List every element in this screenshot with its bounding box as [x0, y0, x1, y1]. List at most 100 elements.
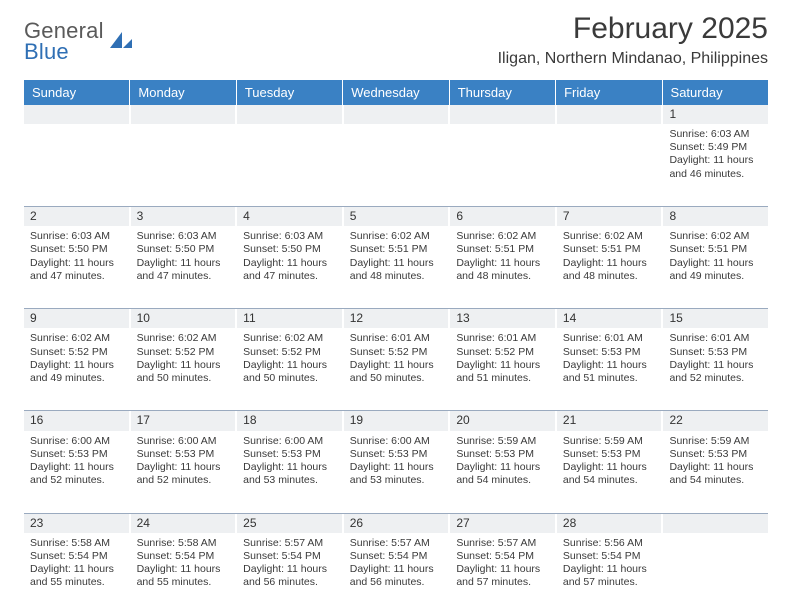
day-body-cell: Sunrise: 6:02 AMSunset: 5:52 PMDaylight:… [24, 328, 131, 410]
daylight-line-2: and 48 minutes. [456, 270, 549, 283]
day-number: 11 [243, 311, 255, 325]
week-number-row: 16171819202122 [24, 410, 768, 430]
day-number-cell: 19 [344, 411, 451, 430]
sunset-line: Sunset: 5:53 PM [137, 448, 230, 461]
sunrise-line: Sunrise: 6:02 AM [243, 332, 336, 345]
day-body-cell: Sunrise: 6:03 AMSunset: 5:50 PMDaylight:… [237, 226, 344, 308]
week-body-row: Sunrise: 5:58 AMSunset: 5:54 PMDaylight:… [24, 533, 768, 615]
daylight-line-1: Daylight: 11 hours [350, 359, 443, 372]
day-number-cell: 5 [344, 207, 451, 226]
week-number-row: 9101112131415 [24, 308, 768, 328]
day-number: 5 [350, 209, 357, 223]
day-number: 14 [563, 311, 576, 325]
day-number-cell [663, 514, 768, 533]
daylight-line-1: Daylight: 11 hours [30, 563, 123, 576]
day-body-cell: Sunrise: 6:02 AMSunset: 5:51 PMDaylight:… [344, 226, 451, 308]
day-number: 27 [456, 516, 469, 530]
sunrise-line: Sunrise: 6:02 AM [669, 230, 762, 243]
day-number-cell: 13 [450, 309, 557, 328]
dow-monday: Monday [130, 80, 236, 105]
daylight-line-2: and 51 minutes. [563, 372, 656, 385]
daylight-line-2: and 50 minutes. [350, 372, 443, 385]
daylight-line-2: and 55 minutes. [30, 576, 123, 589]
daylight-line-1: Daylight: 11 hours [350, 461, 443, 474]
day-body-cell: Sunrise: 6:00 AMSunset: 5:53 PMDaylight:… [24, 431, 131, 513]
daylight-line-2: and 57 minutes. [456, 576, 549, 589]
sunset-line: Sunset: 5:50 PM [30, 243, 123, 256]
day-body-cell: Sunrise: 5:58 AMSunset: 5:54 PMDaylight:… [131, 533, 238, 615]
daylight-line-2: and 53 minutes. [350, 474, 443, 487]
daylight-line-1: Daylight: 11 hours [669, 154, 762, 167]
sunset-line: Sunset: 5:54 PM [137, 550, 230, 563]
day-number: 26 [350, 516, 363, 530]
daylight-line-2: and 50 minutes. [137, 372, 230, 385]
daylight-line-1: Daylight: 11 hours [456, 257, 549, 270]
daylight-line-2: and 48 minutes. [350, 270, 443, 283]
daylight-line-1: Daylight: 11 hours [669, 257, 762, 270]
day-number: 3 [137, 209, 144, 223]
day-number-cell [557, 105, 664, 124]
daylight-line-1: Daylight: 11 hours [669, 359, 762, 372]
sunset-line: Sunset: 5:49 PM [669, 141, 762, 154]
sunset-line: Sunset: 5:53 PM [563, 448, 656, 461]
weeks-container: 1Sunrise: 6:03 AMSunset: 5:49 PMDaylight… [24, 105, 768, 615]
day-body-cell: Sunrise: 5:59 AMSunset: 5:53 PMDaylight:… [557, 431, 664, 513]
daylight-line-2: and 52 minutes. [137, 474, 230, 487]
day-number-cell: 15 [663, 309, 768, 328]
day-number-cell: 3 [131, 207, 238, 226]
day-number-cell: 22 [663, 411, 768, 430]
dow-saturday: Saturday [663, 80, 768, 105]
sunrise-line: Sunrise: 6:02 AM [456, 230, 549, 243]
day-body-cell: Sunrise: 5:57 AMSunset: 5:54 PMDaylight:… [344, 533, 451, 615]
day-number-cell: 11 [237, 309, 344, 328]
day-number-cell: 26 [344, 514, 451, 533]
day-body-cell: Sunrise: 6:01 AMSunset: 5:52 PMDaylight:… [450, 328, 557, 410]
day-number-cell: 24 [131, 514, 238, 533]
sunset-line: Sunset: 5:53 PM [669, 448, 762, 461]
daylight-line-1: Daylight: 11 hours [137, 461, 230, 474]
sunrise-line: Sunrise: 6:00 AM [30, 435, 123, 448]
week-number-row: 232425262728 [24, 513, 768, 533]
daylight-line-1: Daylight: 11 hours [137, 359, 230, 372]
daylight-line-1: Daylight: 11 hours [243, 359, 336, 372]
sunrise-line: Sunrise: 5:59 AM [456, 435, 549, 448]
day-number-cell [24, 105, 131, 124]
sunset-line: Sunset: 5:54 PM [30, 550, 123, 563]
sunset-line: Sunset: 5:51 PM [669, 243, 762, 256]
day-number-cell: 7 [557, 207, 664, 226]
sunrise-line: Sunrise: 6:01 AM [350, 332, 443, 345]
day-number: 13 [456, 311, 469, 325]
sunrise-line: Sunrise: 5:59 AM [669, 435, 762, 448]
sunrise-line: Sunrise: 6:01 AM [456, 332, 549, 345]
daylight-line-2: and 54 minutes. [669, 474, 762, 487]
day-number-cell: 2 [24, 207, 131, 226]
sunrise-line: Sunrise: 6:00 AM [243, 435, 336, 448]
dow-tuesday: Tuesday [237, 80, 343, 105]
sunrise-line: Sunrise: 5:59 AM [563, 435, 656, 448]
daylight-line-1: Daylight: 11 hours [350, 563, 443, 576]
day-body-cell: Sunrise: 6:03 AMSunset: 5:50 PMDaylight:… [131, 226, 238, 308]
sunset-line: Sunset: 5:53 PM [669, 346, 762, 359]
sunrise-line: Sunrise: 6:00 AM [137, 435, 230, 448]
day-body-cell [24, 124, 131, 206]
daylight-line-1: Daylight: 11 hours [30, 359, 123, 372]
daylight-line-1: Daylight: 11 hours [563, 359, 656, 372]
day-body-cell: Sunrise: 6:02 AMSunset: 5:51 PMDaylight:… [557, 226, 664, 308]
day-number-cell: 6 [450, 207, 557, 226]
sunset-line: Sunset: 5:52 PM [30, 346, 123, 359]
day-number-cell: 20 [450, 411, 557, 430]
sunrise-line: Sunrise: 6:03 AM [243, 230, 336, 243]
day-number-cell: 9 [24, 309, 131, 328]
sunset-line: Sunset: 5:53 PM [30, 448, 123, 461]
daylight-line-2: and 49 minutes. [669, 270, 762, 283]
sunrise-line: Sunrise: 5:56 AM [563, 537, 656, 550]
day-number: 16 [30, 413, 43, 427]
day-number-cell: 1 [663, 105, 768, 124]
daylight-line-1: Daylight: 11 hours [563, 563, 656, 576]
dow-thursday: Thursday [450, 80, 556, 105]
day-body-cell: Sunrise: 6:03 AMSunset: 5:49 PMDaylight:… [663, 124, 768, 206]
daylight-line-1: Daylight: 11 hours [30, 461, 123, 474]
daylight-line-2: and 49 minutes. [30, 372, 123, 385]
day-number: 10 [137, 311, 150, 325]
day-body-cell: Sunrise: 6:03 AMSunset: 5:50 PMDaylight:… [24, 226, 131, 308]
